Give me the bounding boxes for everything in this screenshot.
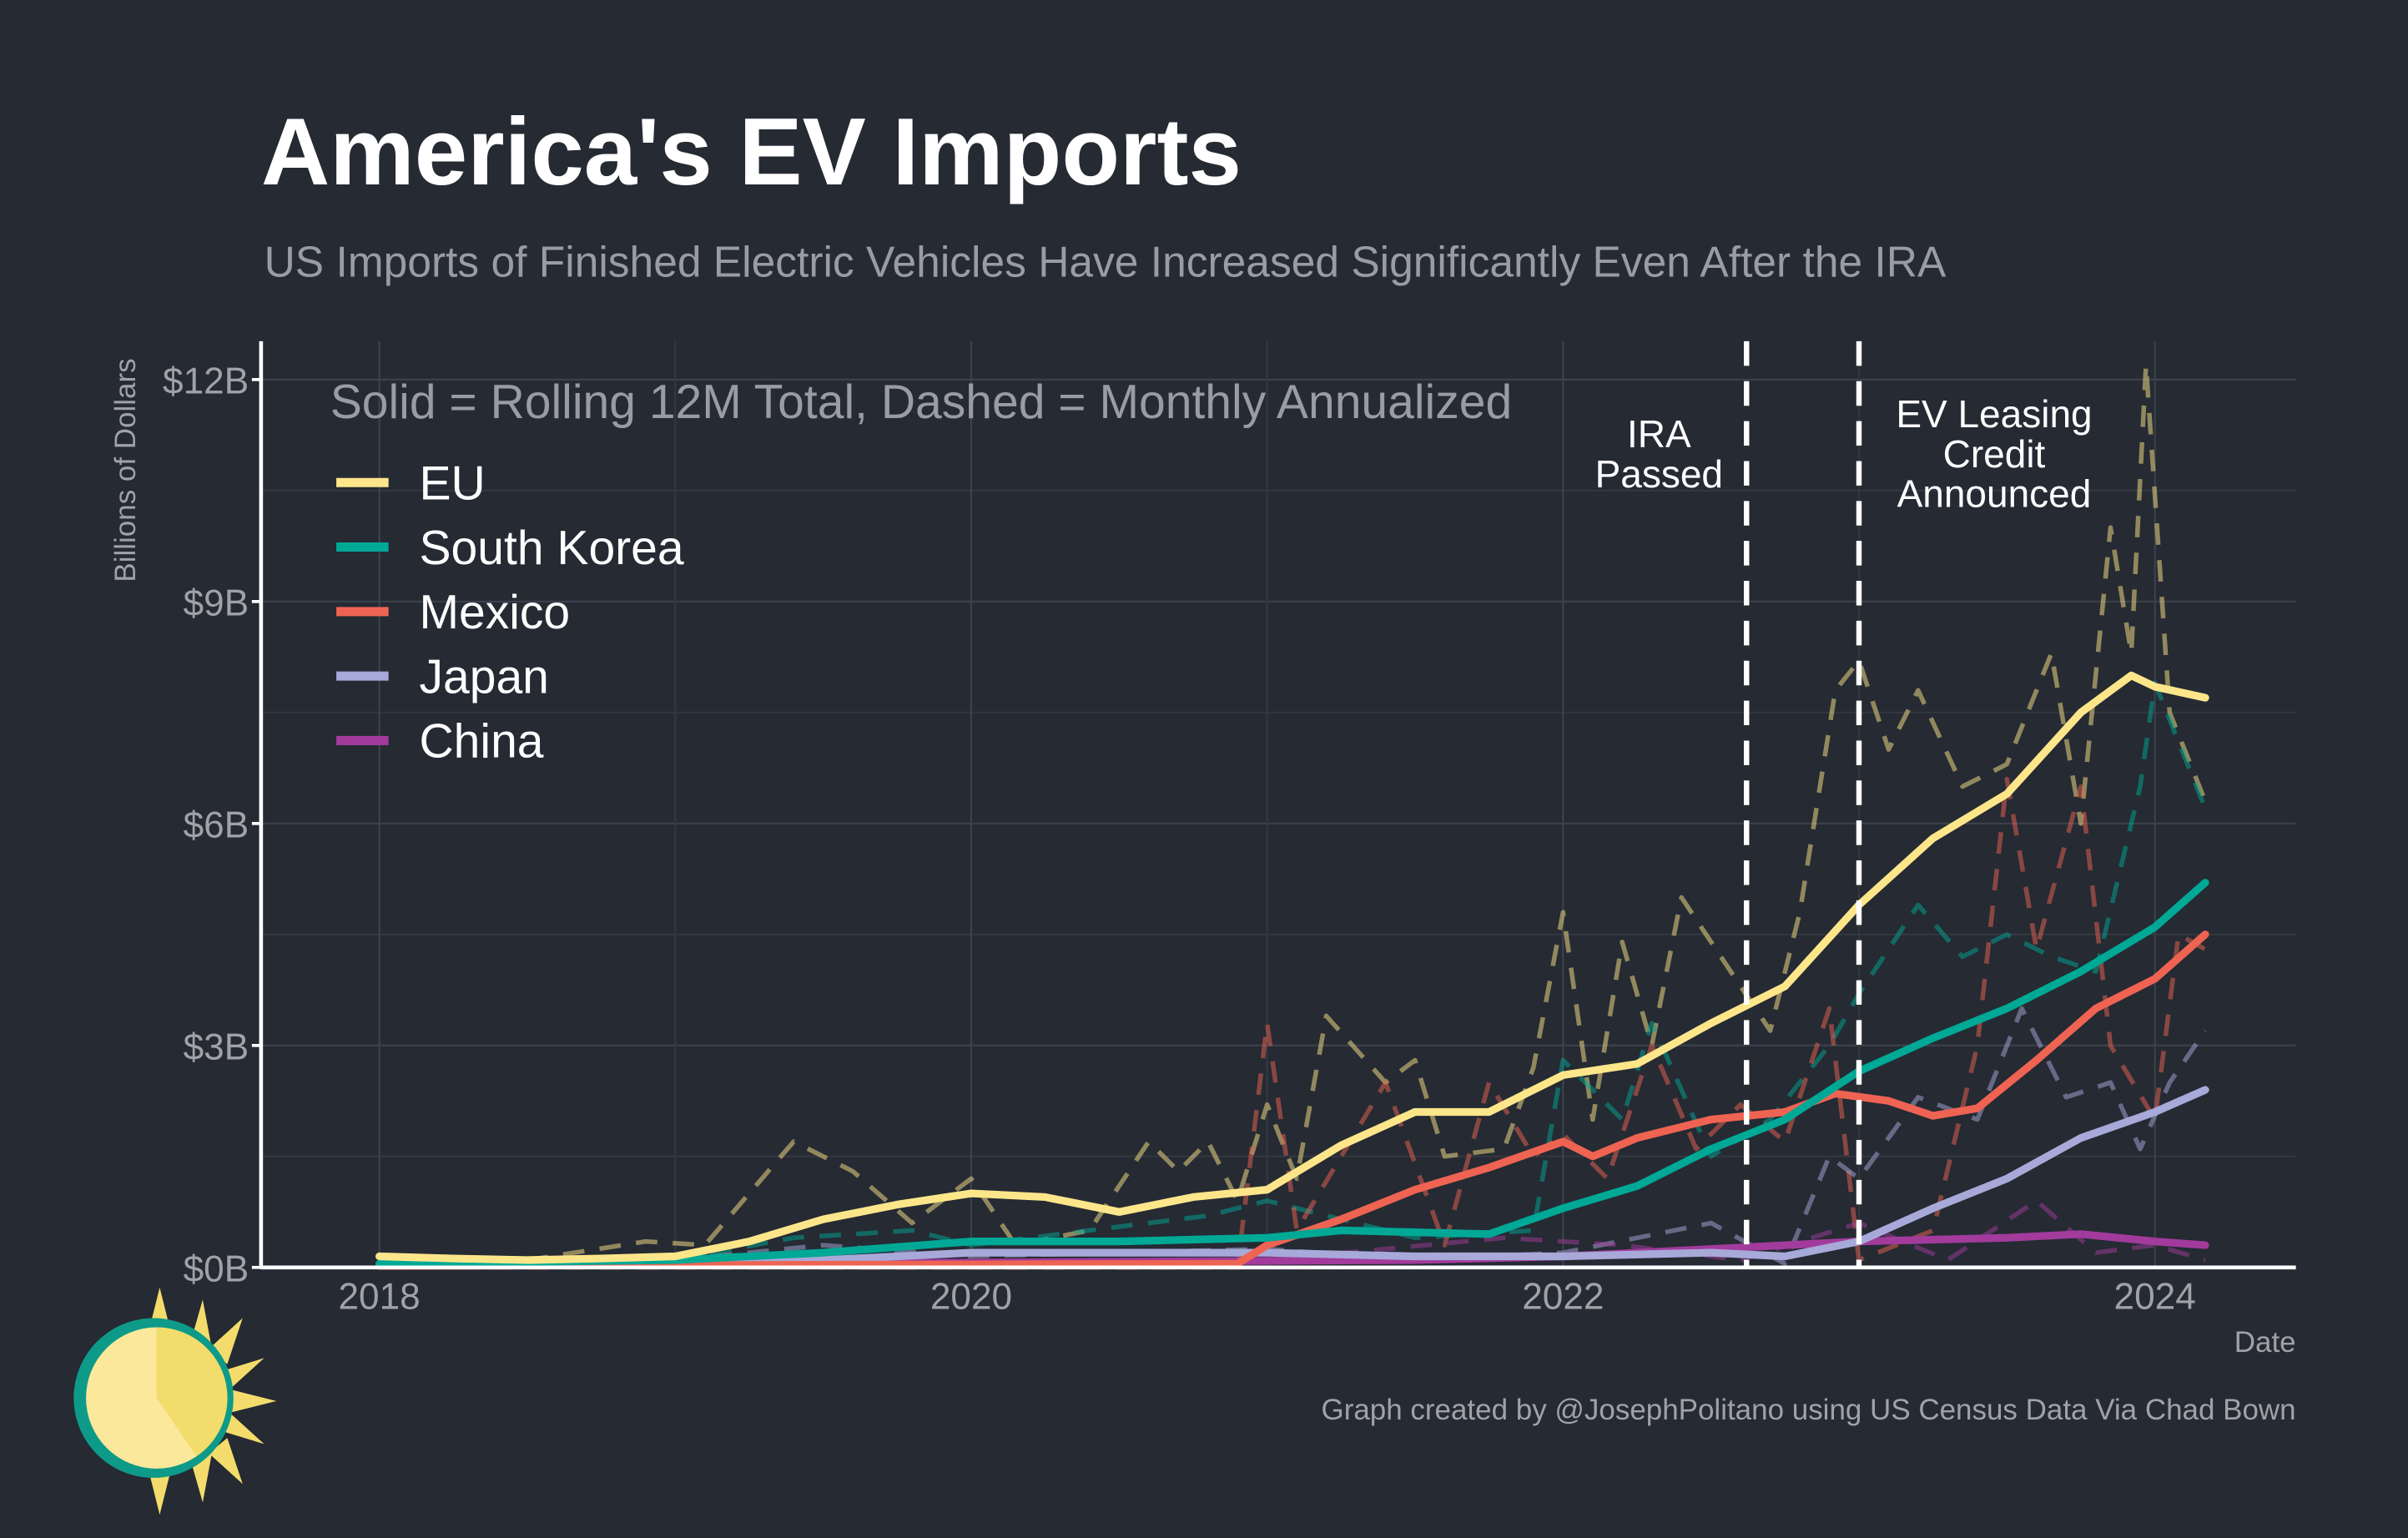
legend-item: South Korea	[336, 522, 684, 575]
sun-logo-icon	[73, 1287, 277, 1515]
y-tick-label: $6B	[184, 804, 249, 845]
legend-label: Japan	[419, 650, 548, 703]
legend-item: EU	[336, 456, 486, 510]
annotation-text: Passed	[1595, 452, 1723, 496]
legend-item: Japan	[336, 650, 549, 703]
ticks: $0B $3B $6B $9B $12B 2018 2020 2022 2024	[163, 361, 2196, 1317]
credit-text: Graph created by @JosephPolitano using U…	[1322, 1394, 2296, 1426]
x-axis-label: Date	[2234, 1326, 2296, 1359]
y-tick-label: $0B	[184, 1248, 249, 1289]
y-tick-label: $3B	[184, 1026, 249, 1067]
legend-label: EU	[419, 456, 485, 510]
annotation-text: Credit	[1943, 432, 2046, 476]
y-tick-label: $9B	[184, 582, 249, 623]
annotation-text: EV Leasing	[1896, 392, 2092, 436]
chart-subtitle: US Imports of Finished Electric Vehicles…	[264, 238, 1947, 286]
x-tick-label: 2018	[339, 1276, 421, 1317]
legend-label: Mexico	[419, 586, 570, 639]
solid-line-japan	[375, 1086, 2209, 1270]
dashed-line-mexico	[379, 776, 2207, 1270]
x-tick-label: 2022	[1522, 1276, 1604, 1317]
solid-line-mexico	[375, 930, 2209, 1270]
grid	[260, 340, 2296, 1268]
solid-line-south-korea	[375, 879, 2209, 1268]
legend-item: Mexico	[336, 586, 570, 639]
legend-title: Solid = Rolling 12M Total, Dashed = Mont…	[330, 376, 1512, 429]
legend: EU South Korea Mexico Japan China	[336, 456, 684, 769]
y-tick-label: $12B	[163, 361, 249, 401]
legend-item: China	[336, 715, 544, 769]
x-tick-label: 2020	[930, 1276, 1012, 1317]
series-layer	[375, 362, 2209, 1270]
event-lines	[1744, 340, 1862, 1268]
annotation-text: Announced	[1897, 472, 2092, 516]
solid-line-eu	[375, 671, 2209, 1264]
chart-title: America's EV Imports	[261, 99, 1242, 205]
x-tick-label: 2024	[2114, 1276, 2196, 1317]
legend-label: China	[419, 715, 543, 769]
dashed-line-china	[379, 1198, 2206, 1270]
y-axis-label: Billions of Dollars	[109, 358, 142, 582]
dashed-line-eu	[379, 362, 2208, 1267]
legend-label: South Korea	[419, 522, 683, 575]
annotation-text: IRA	[1627, 412, 1691, 456]
